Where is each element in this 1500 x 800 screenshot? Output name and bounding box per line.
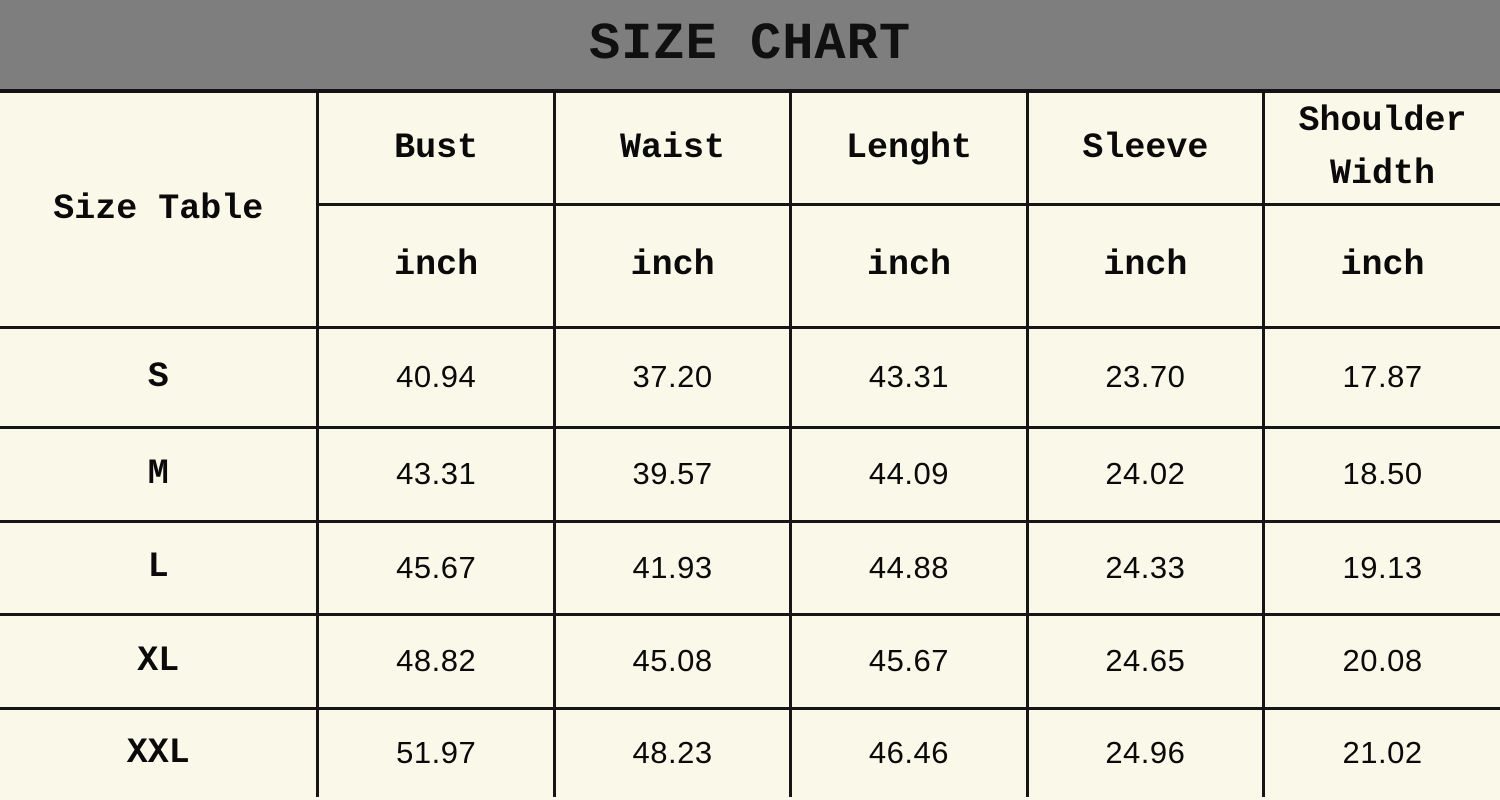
measurement-cell: 37.20	[552, 325, 793, 429]
unit-cell-sleeve: inch	[1025, 202, 1266, 329]
measurement-cell: 40.94	[316, 325, 556, 429]
size-row-xxl: XXL 51.97 48.23 46.46 24.96 21.02	[0, 706, 1500, 797]
size-label-xxl: XXL	[0, 706, 320, 797]
header-row-units: inch inch inch inch inch	[0, 202, 1500, 329]
measurement-cell: 39.57	[552, 425, 793, 523]
measurement-cell: 24.02	[1025, 425, 1266, 523]
column-header-lenght: Lenght	[789, 93, 1029, 206]
measurement-cell: 21.02	[1262, 706, 1500, 797]
unit-cell-waist: inch	[552, 202, 793, 329]
size-chart-title: SIZE CHART	[588, 15, 912, 74]
size-row-s: S 40.94 37.20 43.31 23.70 17.87	[0, 325, 1500, 429]
measurement-cell: 24.96	[1025, 706, 1266, 797]
size-row-xl: XL 48.82 45.08 45.67 24.65 20.08	[0, 612, 1500, 710]
unit-cell-lenght: inch	[789, 202, 1029, 329]
size-label-s: S	[0, 325, 320, 429]
size-label-m: M	[0, 425, 320, 523]
column-header-shoulder-width: Shoulder Width	[1262, 93, 1500, 206]
measurement-cell: 45.67	[316, 519, 556, 616]
measurement-cell: 45.08	[552, 612, 793, 710]
measurement-cell: 45.67	[789, 612, 1029, 710]
column-header-bust: Bust	[316, 93, 556, 206]
size-label-xl: XL	[0, 612, 320, 710]
measurement-cell: 41.93	[552, 519, 793, 616]
corner-cell-size-table: Size Table	[0, 93, 320, 329]
measurement-cell: 51.97	[316, 706, 556, 797]
measurement-cell: 43.31	[789, 325, 1029, 429]
column-header-waist: Waist	[552, 93, 793, 206]
header-row-names: Size Table Bust Waist Lenght Sleeve Shou…	[0, 93, 1500, 329]
measurement-cell: 24.33	[1025, 519, 1266, 616]
unit-cell-shoulder-width: inch	[1262, 202, 1500, 329]
measurement-cell: 17.87	[1262, 325, 1500, 429]
measurement-cell: 20.08	[1262, 612, 1500, 710]
size-table: Size Table Bust Waist Lenght Sleeve Shou…	[0, 93, 1500, 797]
measurement-cell: 48.82	[316, 612, 556, 710]
measurement-cell: 44.09	[789, 425, 1029, 523]
size-row-m: M 43.31 39.57 44.09 24.02 18.50	[0, 425, 1500, 523]
measurement-cell: 44.88	[789, 519, 1029, 616]
unit-cell-bust: inch	[317, 202, 556, 329]
size-row-l: L 45.67 41.93 44.88 24.33 19.13	[0, 519, 1500, 616]
measurement-cell: 19.13	[1262, 519, 1500, 616]
measurement-cell: 23.70	[1025, 325, 1266, 429]
size-label-l: L	[0, 519, 320, 616]
measurement-cell: 43.31	[316, 425, 556, 523]
measurement-cell: 24.65	[1025, 612, 1266, 710]
measurement-cell: 46.46	[789, 706, 1029, 797]
measurement-cell: 18.50	[1262, 425, 1500, 523]
size-chart-banner: SIZE CHART	[0, 0, 1500, 93]
measurement-cell: 48.23	[552, 706, 793, 797]
column-header-sleeve: Sleeve	[1025, 93, 1266, 206]
